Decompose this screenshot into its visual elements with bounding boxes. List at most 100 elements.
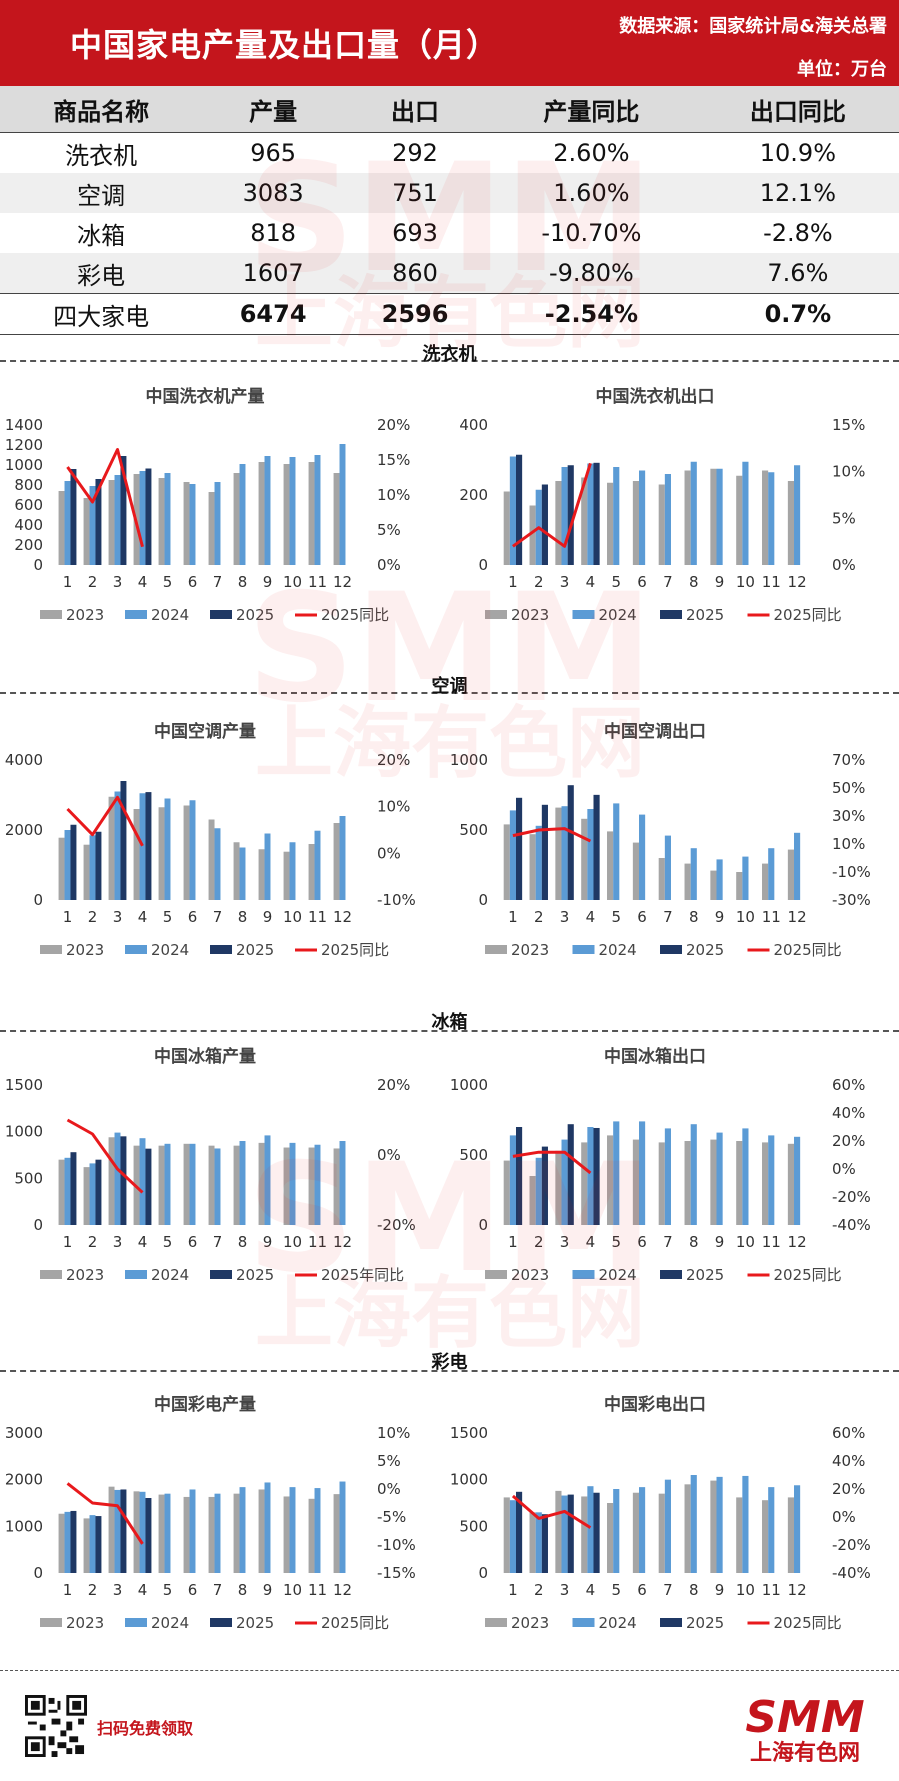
table-cell: 12.1% <box>696 173 899 213</box>
bar-2025 <box>515 1127 523 1225</box>
bar-2023 <box>762 1142 769 1225</box>
bar-2023 <box>333 1148 340 1225</box>
scan-promo-text[interactable]: 扫码免费领取 <box>97 1719 194 1738</box>
bar-2023 <box>183 1143 190 1225</box>
x-tick-label: 6 <box>637 573 647 591</box>
yoy-line <box>512 462 592 548</box>
y-tick-label: 2000 <box>5 1471 43 1489</box>
x-tick-label: 6 <box>637 908 647 926</box>
x-tick-label: 10 <box>736 1233 755 1251</box>
x-tick-label: 3 <box>113 1581 123 1599</box>
x-tick-label: 3 <box>113 908 123 926</box>
bar-2024 <box>690 1475 697 1573</box>
bar-2023 <box>183 482 190 565</box>
bar-2023 <box>283 851 290 900</box>
legend-swatch-2025 <box>660 610 682 619</box>
x-tick-label: 5 <box>163 1233 173 1251</box>
x-tick-label: 4 <box>138 1581 148 1599</box>
y-tick-label: 600 <box>14 496 43 514</box>
y2-tick-label: 0% <box>377 556 401 574</box>
y2-tick-label: 10% <box>832 835 865 853</box>
y-tick-label: 0 <box>33 891 43 909</box>
bar-2024 <box>639 470 646 565</box>
legend-swatch-2025 <box>210 610 232 619</box>
bar-2023 <box>283 1496 290 1573</box>
section-divider <box>0 692 899 694</box>
bar-2023 <box>158 1494 165 1573</box>
legend-label: 2025同比 <box>774 606 842 624</box>
y-tick-label: 3000 <box>5 1424 43 1442</box>
qr-code-icon[interactable] <box>25 1695 87 1757</box>
x-tick-label: 2 <box>534 1233 544 1251</box>
bar-2025 <box>567 785 574 900</box>
x-tick-label: 4 <box>586 1581 596 1599</box>
col-header: 出口同比 <box>696 86 899 133</box>
bar-2024 <box>314 1144 321 1225</box>
legend-swatch-2024 <box>125 1618 147 1627</box>
bar-2024 <box>189 800 196 900</box>
y2-tick-label: 20% <box>377 751 410 769</box>
y-tick-label: 1200 <box>5 436 43 454</box>
chart-title: 中国空调出口 <box>604 721 706 742</box>
bar-2023 <box>787 481 795 565</box>
x-tick-label: 9 <box>263 573 273 591</box>
x-tick-label: 1 <box>63 1233 73 1251</box>
table-row: 彩电 1607 860 -9.80% 7.6% <box>0 253 899 294</box>
x-tick-label: 3 <box>113 573 123 591</box>
x-tick-label: 12 <box>333 908 352 926</box>
x-tick-label: 9 <box>263 908 273 926</box>
table-row: 洗衣机 965 292 2.60% 10.9% <box>0 133 899 174</box>
bar-2024 <box>214 1148 221 1225</box>
bar-2024 <box>239 1487 246 1573</box>
y-tick-label: 1400 <box>5 416 43 434</box>
bar-2024 <box>339 816 346 900</box>
bar-2023 <box>58 837 65 900</box>
bar-2024 <box>289 457 296 565</box>
bar-2023 <box>83 498 90 565</box>
x-tick-label: 5 <box>611 908 621 926</box>
bar-2023 <box>710 1139 717 1225</box>
bar-2024 <box>264 1482 271 1573</box>
legend-label: 2024 <box>599 1266 637 1284</box>
bar-2023 <box>632 1139 640 1225</box>
table-row: 冰箱 818 693 -10.70% -2.8% <box>0 213 899 253</box>
bar-2023 <box>333 823 340 900</box>
bar-2025 <box>593 462 600 565</box>
legend-swatch-2025 <box>660 1618 682 1627</box>
yoy-line <box>66 448 144 548</box>
y-tick-label: 1000 <box>5 456 43 474</box>
y-tick-label: 1000 <box>450 1076 488 1094</box>
table-cell: 6474 <box>202 293 345 335</box>
bar-2023 <box>684 1141 691 1225</box>
legend-label: 2023 <box>511 1266 549 1284</box>
chart-title: 中国空调产量 <box>154 721 256 742</box>
legend-swatch-2023 <box>485 1618 507 1627</box>
header-banner: 中国家电产量及出口量（月） 数据来源：国家统计局&海关总署 单位：万台 <box>0 0 899 86</box>
y2-tick-label: 0% <box>377 844 401 862</box>
legend-swatch-2023 <box>40 1618 62 1627</box>
y2-tick-label: 0% <box>832 556 856 574</box>
legend-label: 2025同比 <box>774 1266 842 1284</box>
bar-2023 <box>233 842 240 900</box>
legend-label: 2023 <box>66 1614 104 1632</box>
table-cell: 四大家电 <box>0 293 203 335</box>
bar-2023 <box>58 491 65 565</box>
x-tick-label: 12 <box>333 573 352 591</box>
bar-2024 <box>189 1143 196 1225</box>
table-cell: 彩电 <box>0 253 203 294</box>
x-tick-label: 5 <box>611 1581 621 1599</box>
y2-tick-label: 60% <box>832 1424 865 1442</box>
bar-2025 <box>95 1516 102 1573</box>
bar-2025 <box>515 797 523 900</box>
bar-2023 <box>58 1159 65 1225</box>
x-tick-label: 6 <box>188 573 198 591</box>
bar-2023 <box>308 844 315 900</box>
bar-2024 <box>535 825 542 900</box>
bar-2023 <box>762 1500 769 1573</box>
bar-2025 <box>541 804 548 900</box>
legend-label: 2025 <box>236 606 274 624</box>
bar-2024 <box>587 1127 594 1225</box>
y2-tick-label: 5% <box>832 509 856 527</box>
bar-2024 <box>339 444 346 565</box>
